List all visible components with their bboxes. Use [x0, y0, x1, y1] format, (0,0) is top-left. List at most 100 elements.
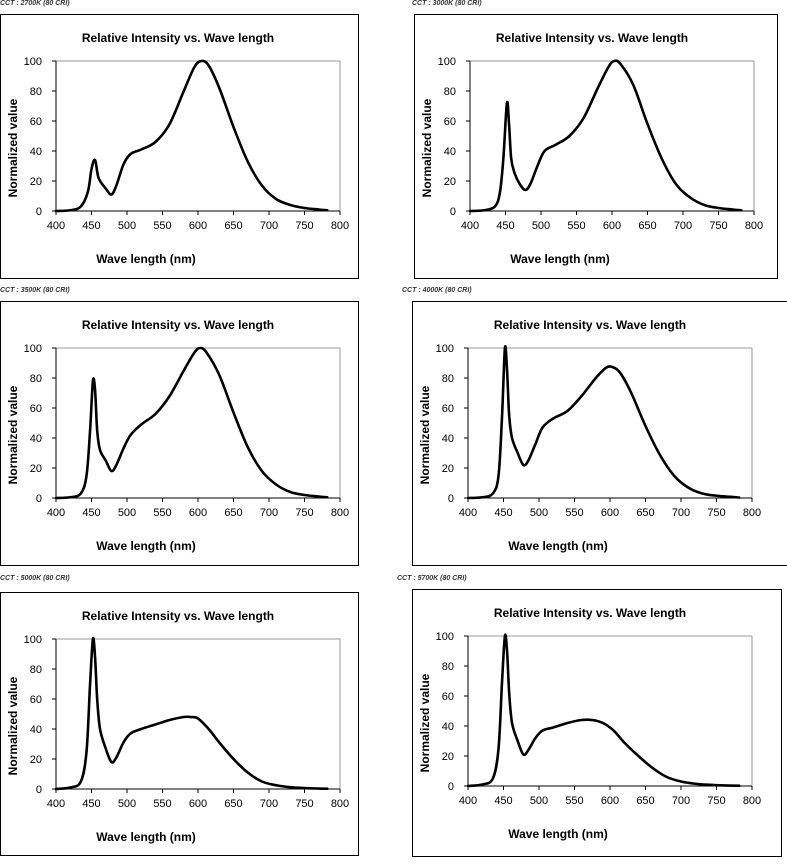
cct-caption: CCT : 5000K (80 CRI): [0, 575, 70, 582]
x-tick-label: 400: [47, 798, 65, 810]
x-tick-label: 500: [530, 507, 548, 519]
spectrum-chart-panel: CCT : 5700K (80 CRI) Relative Intensity v…: [397, 575, 782, 860]
chart-title: Relative Intensity vs. Wave length: [494, 606, 686, 620]
x-tick-label: 750: [295, 798, 313, 810]
cct-caption: CCT : 3000K (80 CRI): [412, 0, 482, 7]
y-tick-label: 60: [444, 116, 456, 128]
x-tick-label: 450: [496, 220, 514, 232]
y-tick-label: 60: [442, 403, 454, 415]
x-tick-label: 600: [189, 220, 207, 232]
x-axis-label: Wave length (nm): [508, 539, 608, 553]
y-axis-label: Normalized value: [418, 673, 432, 772]
y-tick-label: 60: [30, 694, 42, 706]
x-tick-label: 400: [461, 220, 479, 232]
x-tick-label: 600: [601, 507, 619, 519]
chart-frame: Relative Intensity vs. Wave length 400 450…: [412, 589, 782, 857]
x-axis-label: Wave length (nm): [96, 539, 196, 553]
y-tick-label: 40: [442, 721, 454, 733]
y-tick-label: 60: [442, 691, 454, 703]
y-tick-label: 100: [24, 343, 42, 355]
spectrum-series-line: [466, 633, 741, 788]
x-tick-label: 550: [565, 795, 583, 807]
x-axis-label: Wave length (nm): [96, 830, 196, 844]
x-tick-label: 400: [47, 507, 65, 519]
x-tick-label: 500: [118, 220, 136, 232]
y-axis-label: Normalized value: [6, 385, 20, 484]
spectrum-series-line: [54, 346, 329, 500]
x-tick-label: 500: [530, 795, 548, 807]
y-tick-label: 80: [30, 86, 42, 98]
x-tick-label: 650: [638, 220, 656, 232]
y-tick-label: 40: [442, 433, 454, 445]
y-tick-label: 20: [30, 176, 42, 188]
cct-caption: CCT : 2700K (80 CRI): [0, 0, 70, 7]
y-axis-label: Normalized value: [420, 98, 434, 197]
x-tick-label: 600: [189, 798, 207, 810]
x-axis-label: Wave length (nm): [96, 252, 196, 266]
x-tick-label: 700: [672, 507, 690, 519]
x-tick-label: 800: [743, 795, 761, 807]
x-tick-label: 650: [224, 507, 242, 519]
x-tick-label: 550: [565, 507, 583, 519]
chart-title: Relative Intensity vs. Wave length: [82, 318, 274, 332]
chart-title: Relative Intensity vs. Wave length: [82, 31, 274, 45]
y-tick-label: 100: [436, 343, 454, 355]
x-tick-label: 450: [494, 795, 512, 807]
plot-area: [469, 60, 755, 212]
x-axis-label: Wave length (nm): [508, 827, 608, 841]
x-tick-label: 450: [82, 220, 100, 232]
y-tick-label: 20: [442, 751, 454, 763]
x-tick-label: 400: [459, 795, 477, 807]
y-tick-label: 40: [444, 146, 456, 158]
y-tick-label: 20: [30, 463, 42, 475]
spectrum-series-line: [466, 345, 741, 500]
x-tick-label: 700: [672, 795, 690, 807]
x-tick-label: 550: [153, 507, 171, 519]
spectrum-chart-panel: CCT : 4000K (80 CRI) Relative Intensity v…: [402, 287, 787, 572]
y-tick-label: 20: [30, 754, 42, 766]
x-tick-label: 600: [603, 220, 621, 232]
spectrum-chart-panel: CCT : 5000K (80 CRI) Relative Intensity v…: [0, 575, 380, 860]
y-tick-label: 20: [444, 176, 456, 188]
y-tick-label: 80: [30, 373, 42, 385]
x-tick-label: 450: [494, 507, 512, 519]
chart-frame: Relative Intensity vs. Wave length 400 450…: [0, 592, 359, 856]
y-tick-label: 80: [442, 661, 454, 673]
spectrum-chart-panel: CCT : 3000K (80 CRI) Relative Intensity v…: [412, 0, 787, 285]
y-tick-label: 0: [448, 781, 454, 793]
chart-frame: Relative Intensity vs. Wave length 400 450…: [414, 14, 778, 279]
chart-frame: Relative Intensity vs. Wave length 400 450…: [412, 301, 787, 566]
spectrum-chart-panel: CCT : 3500K (80 CRI) Relative Intensity v…: [0, 287, 380, 572]
chart-frame: Relative Intensity vs. Wave length 400 450…: [0, 301, 359, 566]
cct-caption: CCT : 5700K (80 CRI): [397, 575, 467, 582]
x-tick-label: 500: [118, 798, 136, 810]
spectrum-chart: Relative Intensity vs. Wave length 400 450…: [420, 31, 763, 266]
x-tick-label: 550: [153, 798, 171, 810]
y-axis-label: Normalized value: [418, 385, 432, 484]
x-tick-label: 700: [260, 220, 278, 232]
spectrum-series-line: [54, 59, 329, 213]
y-tick-label: 60: [30, 116, 42, 128]
x-tick-label: 750: [295, 507, 313, 519]
y-tick-label: 100: [24, 56, 42, 68]
chart-title: Relative Intensity vs. Wave length: [496, 31, 688, 45]
x-tick-label: 800: [331, 798, 349, 810]
x-tick-label: 750: [707, 795, 725, 807]
y-tick-label: 80: [444, 86, 456, 98]
chart-frame: Relative Intensity vs. Wave length 400 450…: [0, 14, 359, 279]
x-tick-label: 550: [153, 220, 171, 232]
x-tick-label: 800: [745, 220, 763, 232]
y-tick-label: 100: [438, 56, 456, 68]
y-tick-label: 40: [30, 724, 42, 736]
chart-title: Relative Intensity vs. Wave length: [494, 318, 686, 332]
y-tick-label: 40: [30, 146, 42, 158]
x-tick-label: 750: [295, 220, 313, 232]
chart-title: Relative Intensity vs. Wave length: [82, 609, 274, 623]
x-tick-label: 500: [532, 220, 550, 232]
x-tick-label: 550: [567, 220, 585, 232]
x-tick-label: 700: [260, 798, 278, 810]
